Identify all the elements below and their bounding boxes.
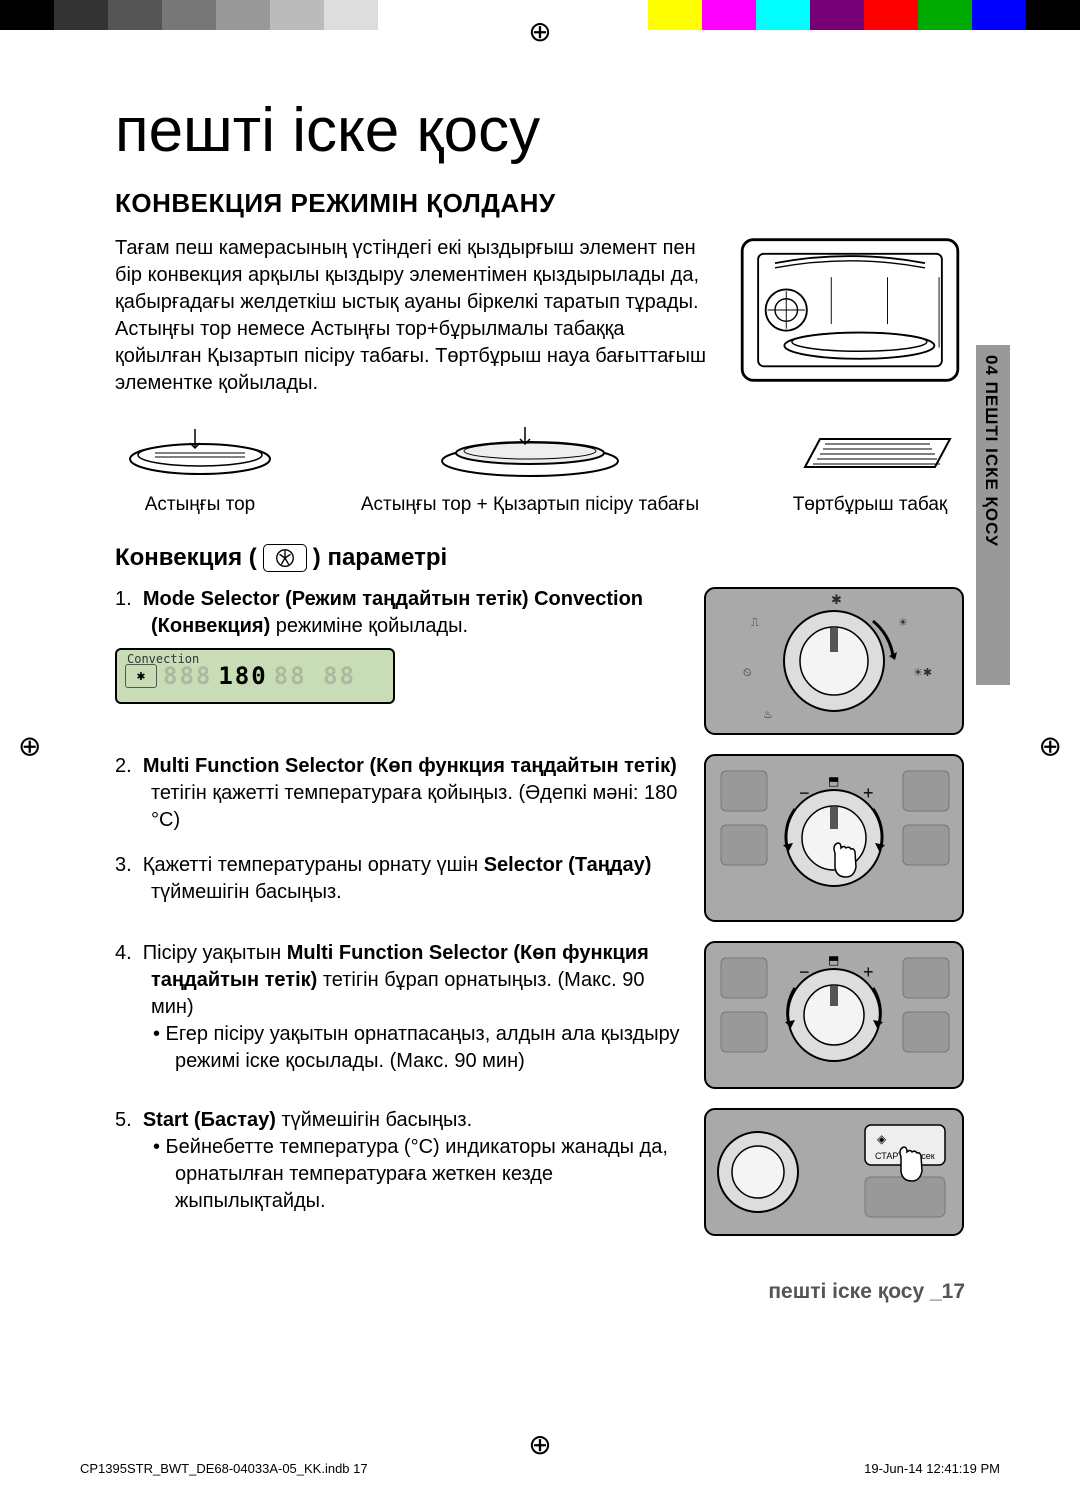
step5-bullet: • Бейнебетте температура (°C) индикаторы…	[115, 1134, 685, 1215]
svg-text:−: −	[799, 962, 810, 982]
svg-text:⬒: ⬒	[828, 953, 839, 967]
page-title: пешті іске қосу	[115, 95, 965, 166]
rack-combo-icon	[435, 419, 625, 479]
print-footer: CP1395STR_BWT_DE68-04033A-05_KK.indb 17 …	[80, 1461, 1000, 1476]
print-footer-left: CP1395STR_BWT_DE68-04033A-05_KK.indb 17	[80, 1461, 368, 1476]
step4-text: 4. Пісіру уақытын Multi Function Selecto…	[115, 940, 685, 1021]
fan-icon: ✱	[125, 664, 157, 688]
step3-text: 3. Қажетті температураны орнату үшін Sel…	[115, 852, 685, 906]
sub-title: Конвекция ( ) параметрі	[115, 544, 965, 572]
panel-dial-2: − + ⬒	[703, 753, 965, 923]
registration-mark-top: ⊕	[528, 15, 551, 48]
rack-low-icon	[125, 419, 275, 479]
registration-mark-right: ⊕	[1039, 729, 1062, 762]
oven-diagram	[735, 235, 965, 385]
section-title: КОНВЕКЦИЯ РЕЖИМІН ҚОЛДАНУ	[115, 188, 965, 219]
svg-text:⬒: ⬒	[828, 774, 839, 788]
svg-text:⎍: ⎍	[751, 617, 759, 629]
sub-title-part1: Конвекция (	[115, 544, 257, 572]
sub-title-part2: ) параметрі	[313, 544, 447, 572]
registration-mark-left: ⊕	[18, 729, 41, 762]
rack3-label: Төртбұрыш табақ	[785, 494, 955, 516]
svg-text:+: +	[863, 783, 874, 803]
step5-text: 5. Start (Бастау) түймешігін басыңыз.	[115, 1107, 685, 1134]
lcd-display: Convection ✱ 888 180 88 88	[115, 648, 395, 704]
step4-bullet: • Егер пісіру уақытын орнатпасаңыз, алды…	[115, 1021, 685, 1075]
page-footer-text: пешті іске қосу _17	[115, 1280, 965, 1304]
print-footer-right: 19-Jun-14 12:41:19 PM	[864, 1461, 1000, 1476]
side-label: 04 ПЕШТІ ІСКЕ ҚОСУ	[981, 355, 1001, 547]
registration-mark-bottom: ⊕	[528, 1428, 551, 1461]
svg-text:♨: ♨	[763, 709, 773, 721]
panel-start: ◈ СТАРТ/+30сек	[703, 1107, 965, 1237]
rack2-label: Астыңғы тор + Қызартып пісіру табағы	[361, 494, 699, 516]
svg-text:✱: ✱	[831, 592, 842, 607]
rack1-label: Астыңғы тор	[125, 494, 275, 516]
svg-text:−: −	[799, 783, 810, 803]
panel-dial-1: ✱ ☀ ☀✱ ⎍ ⏲ ♨	[703, 586, 965, 736]
svg-text:◈: ◈	[877, 1132, 887, 1146]
step2-text: 2. Multi Function Selector (Көп функция …	[115, 753, 685, 834]
svg-text:☀✱: ☀✱	[913, 667, 932, 679]
panel-dial-3: − + ⬒	[703, 940, 965, 1090]
tray-icon	[785, 419, 955, 479]
convection-icon	[263, 544, 307, 572]
svg-text:⏲: ⏲	[743, 667, 752, 679]
intro-text: Тағам пеш камерасының үстіндегі екі қызд…	[115, 235, 715, 397]
svg-text:☀: ☀	[898, 617, 908, 629]
step1-text: 1. Mode Selector (Режим таңдайтын тетік)…	[115, 586, 685, 640]
svg-text:+: +	[863, 962, 874, 982]
